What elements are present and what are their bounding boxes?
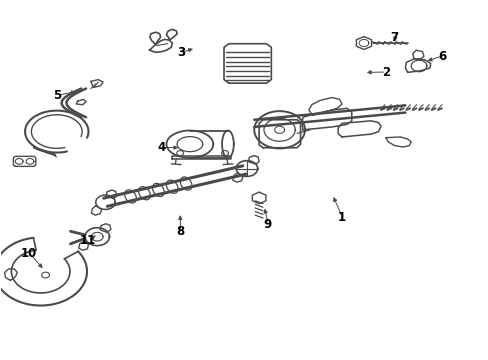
Text: 11: 11 bbox=[79, 234, 96, 247]
Text: 7: 7 bbox=[390, 31, 398, 44]
Text: 9: 9 bbox=[263, 218, 271, 231]
Text: 5: 5 bbox=[53, 89, 61, 102]
Text: 3: 3 bbox=[177, 46, 185, 59]
Text: 8: 8 bbox=[176, 225, 184, 238]
Text: 4: 4 bbox=[157, 141, 165, 154]
Text: 10: 10 bbox=[21, 247, 37, 260]
Text: 1: 1 bbox=[337, 211, 346, 224]
Text: 2: 2 bbox=[381, 66, 389, 79]
Text: 6: 6 bbox=[437, 50, 445, 63]
